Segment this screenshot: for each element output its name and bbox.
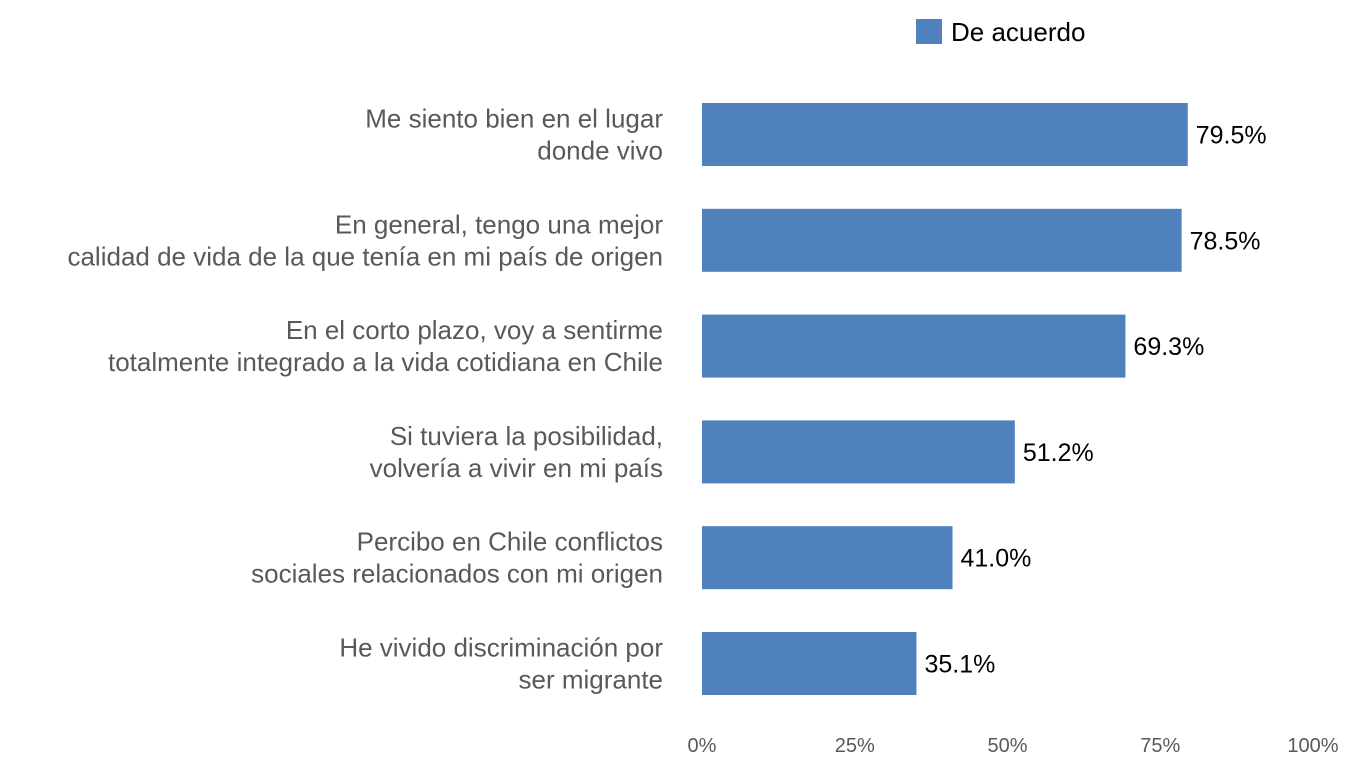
x-tick-label: 100% [1287,735,1338,757]
legend-label: De acuerdo [951,17,1085,47]
category-label-line: donde vivo [537,136,663,166]
bar [702,526,953,590]
legend: De acuerdo [916,17,1085,47]
bar [702,103,1188,166]
category-label: En general, tengo una mejor calidad de vi… [67,209,663,271]
bars [702,103,1188,695]
category-labels: Me siento bien en el lugar donde vivo En g… [67,104,663,695]
category-label-line: totalmente integrado a la vida cotidiana… [108,347,663,377]
category-label-line: sociales relacionados con mi origen [251,559,663,589]
bar [702,420,1015,484]
category-label: Si tuviera la posibilidad, volvería a viv… [370,421,663,483]
category-label-line: Percibo en Chile conflictos [357,527,663,557]
bar [702,314,1126,378]
value-label: 51.2% [1023,439,1094,467]
value-labels: 79.5% 78.5% 69.3% 51.2% 41.0% 35.1% [924,122,1266,679]
category-label: He vivido discriminación por ser migrante [339,633,663,695]
category-label-line: En general, tengo una mejor [335,209,663,239]
bar [702,208,1182,272]
x-tick-label: 25% [835,735,875,757]
category-label-line: ser migrante [519,665,664,695]
category-label-line: calidad de vida de la que tenía en mi pa… [67,241,663,271]
value-label: 79.5% [1196,122,1267,150]
value-label: 69.3% [1133,333,1204,361]
x-tick-label: 50% [987,735,1027,757]
x-tick-label: 75% [1140,735,1180,757]
value-label: 35.1% [924,651,995,679]
legend-swatch [916,19,942,44]
category-label-line: Si tuviera la posibilidad, [390,421,663,451]
category-label: Percibo en Chile conflictos sociales rela… [251,527,663,589]
category-label: En el corto plazo, voy a sentirme totalme… [108,315,663,377]
category-label: Me siento bien en el lugar donde vivo [365,104,663,166]
category-label-line: volvería a vivir en mi país [370,453,663,483]
category-label-line: He vivido discriminación por [339,633,663,663]
category-label-line: En el corto plazo, voy a sentirme [286,315,663,345]
category-label-line: Me siento bien en el lugar [365,104,663,134]
value-label: 78.5% [1190,227,1261,255]
value-label: 41.0% [961,545,1032,573]
x-axis-ticks: 0% 25% 50% 75% 100% [688,735,1339,757]
bar [702,632,917,695]
x-tick-label: 0% [688,735,717,757]
